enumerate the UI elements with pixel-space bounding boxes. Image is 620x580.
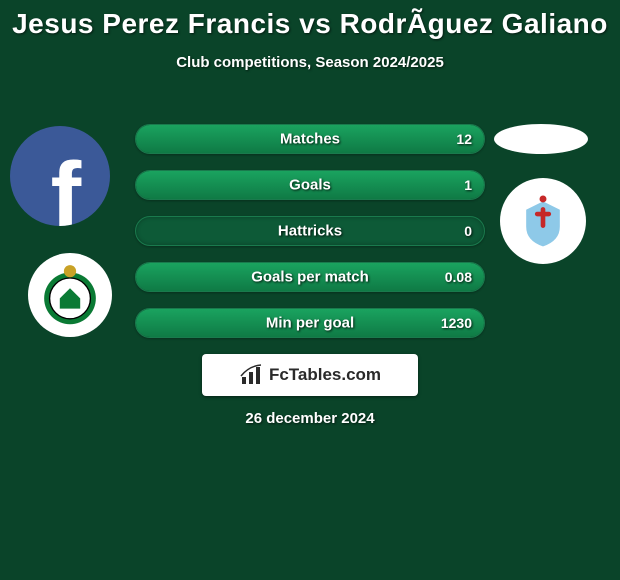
- bar-chart-icon: [239, 363, 263, 387]
- stat-right-value: 12: [456, 131, 472, 147]
- page-title: Jesus Perez Francis vs RodrÃ­guez Galian…: [0, 0, 620, 40]
- player-left-avatar: [10, 126, 110, 226]
- stat-label: Goals: [289, 177, 331, 194]
- brand-chip[interactable]: FcTables.com: [202, 354, 418, 396]
- stat-row-goals: Goals 1: [135, 170, 485, 200]
- stat-label: Hattricks: [278, 223, 342, 240]
- santander-badge-icon: [36, 261, 104, 329]
- club-badge-right: [500, 178, 586, 264]
- stat-right-value: 0.08: [445, 269, 472, 285]
- stats-container: Matches 12 Goals 1 Hattricks 0 Goals per…: [135, 124, 485, 354]
- page-subtitle: Club competitions, Season 2024/2025: [0, 54, 620, 71]
- stat-label: Matches: [280, 131, 340, 148]
- stat-row-matches: Matches 12: [135, 124, 485, 154]
- stat-row-hattricks: Hattricks 0: [135, 216, 485, 246]
- stat-row-min-per-goal: Min per goal 1230: [135, 308, 485, 338]
- stat-right-value: 1230: [441, 315, 472, 331]
- stat-label: Min per goal: [266, 315, 354, 332]
- stat-right-value: 0: [464, 223, 472, 239]
- brand-label: FcTables.com: [269, 365, 381, 385]
- player-right-avatar: [494, 124, 588, 154]
- stat-row-goals-per-match: Goals per match 0.08: [135, 262, 485, 292]
- stat-label: Goals per match: [251, 269, 369, 286]
- club-badge-left: [28, 253, 112, 337]
- celta-badge-icon: [514, 192, 572, 250]
- date-label: 26 december 2024: [0, 410, 620, 427]
- stat-right-value: 1: [464, 177, 472, 193]
